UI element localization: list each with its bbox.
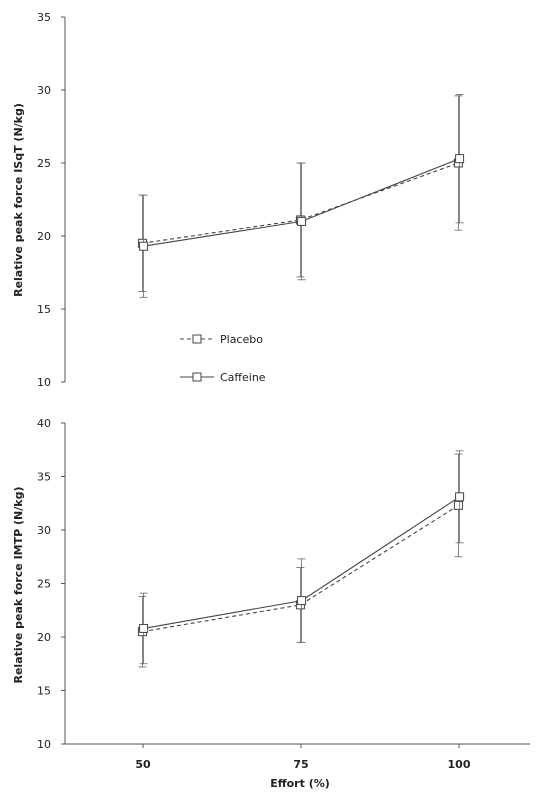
y-tick-label: 35 [37, 11, 51, 24]
ylabel-isqt: Relative peak force ISqT (N/kg) [12, 103, 25, 297]
legend-label: Placebo [220, 333, 263, 346]
x-tick-label: 75 [293, 758, 308, 771]
y-tick-label: 15 [37, 685, 51, 698]
ylabel-imtp: Relative peak force IMTP (N/kg) [12, 487, 25, 684]
x-tick-label: 50 [135, 758, 151, 771]
y-tick-label: 20 [37, 230, 51, 243]
data-point-marker [297, 596, 307, 606]
chart-isqt: Relative peak force ISqT (N/kg) 10 15 20 25… [12, 11, 465, 389]
y-tick-label: 40 [37, 417, 51, 430]
y-tick-label: 10 [37, 738, 51, 751]
data-point-marker [455, 154, 465, 164]
y-tick-label: 30 [37, 84, 51, 97]
y-tick-label: 35 [37, 471, 51, 484]
legend-marker [192, 372, 202, 382]
x-tick-label: 100 [448, 758, 471, 771]
data-point-marker [297, 216, 307, 226]
data-point-marker [455, 492, 465, 502]
legend-marker [192, 334, 202, 344]
data-point-marker [139, 241, 149, 251]
y-tick-label: 25 [37, 578, 51, 591]
y-tick-label: 25 [37, 157, 51, 170]
xlabel-effort: Effort (%) [270, 777, 330, 790]
data-point-marker [453, 500, 463, 510]
y-tick-label: 15 [37, 303, 51, 316]
data-point-marker [139, 623, 149, 633]
legend: Placebo Caffeine [180, 333, 266, 384]
legend-label: Caffeine [220, 371, 266, 384]
y-tick-label: 10 [37, 376, 51, 389]
chart-imtp: Relative peak force IMTP (N/kg) Effort (… [12, 417, 530, 790]
y-tick-label: 20 [37, 631, 51, 644]
y-tick-label: 30 [37, 524, 51, 537]
